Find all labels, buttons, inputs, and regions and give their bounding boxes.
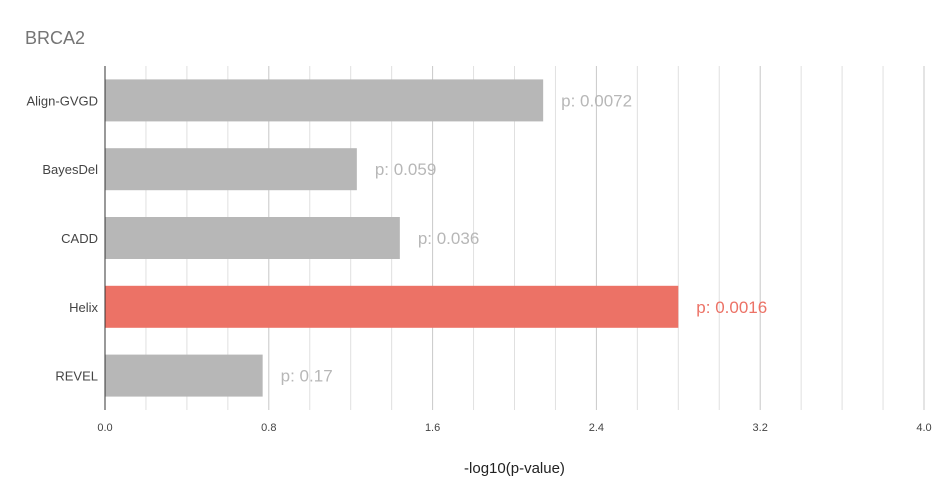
data-label-revel: p: 0.17 xyxy=(281,367,333,386)
data-label-bayesdel: p: 0.059 xyxy=(375,160,436,179)
gridlines xyxy=(145,66,925,410)
data-label-align-gvgd: p: 0.0072 xyxy=(561,91,632,110)
x-tick-label: 4.0 xyxy=(916,422,931,434)
category-label-align-gvgd: Align-GVGD xyxy=(26,93,98,108)
x-tick-labels: 0.0 0.8 1.6 2.4 3.2 4.0 xyxy=(97,422,931,434)
bar-bayesdel xyxy=(105,148,357,191)
x-tick-label: 0.0 xyxy=(97,422,112,434)
data-labels: p: 0.0072 p: 0.059 p: 0.036 p: 0.0016 p: 0.1… xyxy=(281,91,768,385)
bar-helix xyxy=(105,285,679,328)
category-label-bayesdel: BayesDel xyxy=(42,162,98,177)
category-label-revel: REVEL xyxy=(55,369,98,384)
bar-revel xyxy=(105,354,263,397)
category-label-helix: Helix xyxy=(69,300,98,315)
x-tick-label: 1.6 xyxy=(425,422,440,434)
chart-title: BRCA2 xyxy=(25,28,85,48)
category-label-cadd: CADD xyxy=(61,231,98,246)
x-tick-label: 0.8 xyxy=(261,422,276,434)
x-tick-label: 3.2 xyxy=(753,422,768,434)
x-axis-title: -log10(p-value) xyxy=(464,460,565,477)
category-labels: Align-GVGD BayesDel CADD Helix REVEL xyxy=(26,93,98,383)
data-label-helix: p: 0.0016 xyxy=(696,298,767,317)
bar-align-gvgd xyxy=(105,79,544,122)
bar-cadd xyxy=(105,217,400,259)
x-tick-label: 2.4 xyxy=(589,422,604,434)
data-label-cadd: p: 0.036 xyxy=(418,229,479,248)
bars xyxy=(105,79,679,397)
